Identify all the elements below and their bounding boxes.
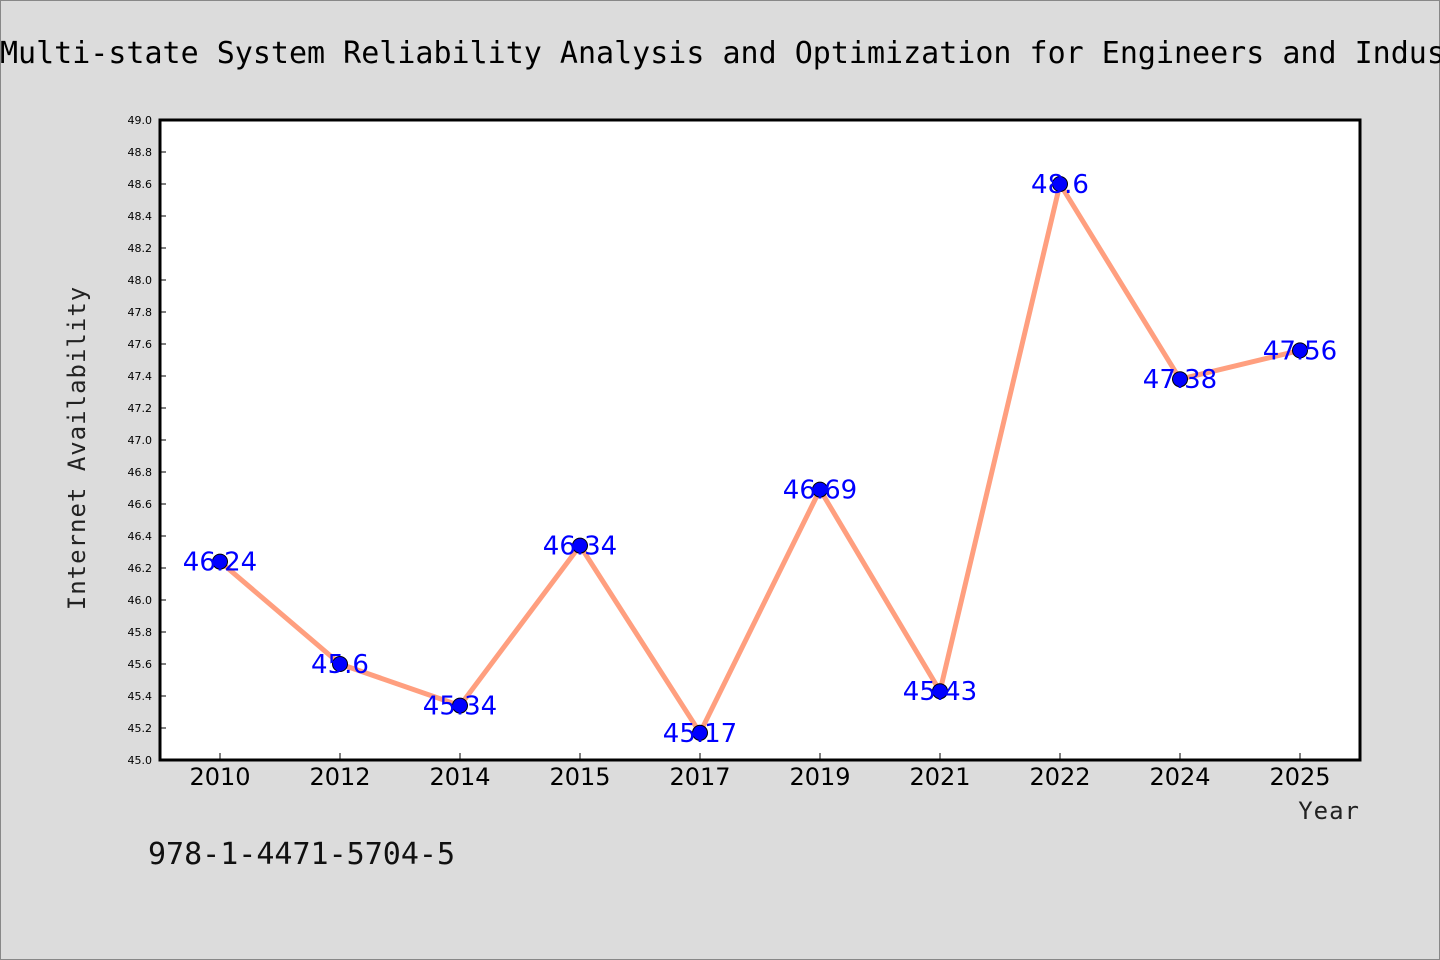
y-tick-label: 46.8 bbox=[128, 466, 153, 479]
x-tick-label: 2014 bbox=[429, 763, 490, 791]
x-tick-label: 2010 bbox=[189, 763, 250, 791]
data-label: 45.34 bbox=[423, 692, 497, 722]
data-point-marker bbox=[1292, 342, 1308, 359]
data-label: 46.24 bbox=[183, 548, 257, 578]
y-axis-ticks: 45.0 45.2 45.4 45.6 45.8 46.0 46.2 46.4 46.6 46.8… bbox=[128, 114, 166, 767]
x-tick-label: 2025 bbox=[1269, 763, 1330, 791]
y-tick-label: 48.2 bbox=[128, 242, 153, 255]
x-tick-label: 2015 bbox=[549, 763, 610, 791]
y-tick-label: 45.8 bbox=[128, 626, 153, 639]
y-tick-label: 48.0 bbox=[128, 274, 153, 287]
data-label: 46.34 bbox=[543, 532, 617, 562]
y-tick-label: 48.6 bbox=[128, 178, 153, 191]
y-tick-label: 46.2 bbox=[128, 562, 153, 575]
x-axis-label: Year bbox=[1298, 797, 1360, 825]
data-label: 45.17 bbox=[663, 719, 737, 749]
data-point-marker bbox=[1052, 176, 1068, 192]
data-label: 48.6 bbox=[1031, 170, 1089, 200]
data-point-marker bbox=[932, 683, 948, 700]
data-point-marker bbox=[452, 697, 468, 714]
y-tick-label: 46.4 bbox=[128, 530, 153, 543]
series-layer bbox=[212, 176, 1308, 741]
series-line bbox=[217, 181, 1303, 736]
plot-area bbox=[158, 118, 1362, 762]
y-tick-label: 47.2 bbox=[128, 402, 153, 415]
data-point-marker bbox=[332, 656, 348, 672]
data-point-marker bbox=[572, 537, 588, 554]
y-axis-label: Internet Availability bbox=[63, 286, 91, 610]
y-tick-label: 47.8 bbox=[128, 306, 153, 319]
y-tick-label: 45.2 bbox=[128, 722, 153, 735]
x-tick-label: 2022 bbox=[1029, 763, 1090, 791]
x-tick-label: 2021 bbox=[909, 763, 970, 791]
y-tick-label: 47.6 bbox=[128, 338, 153, 351]
data-label: 47.56 bbox=[1263, 336, 1337, 366]
y-tick-label: 45.4 bbox=[128, 690, 153, 703]
isbn-annotation: 978-1-4471-5704-5 bbox=[148, 837, 455, 872]
data-point-marker bbox=[812, 481, 828, 498]
y-tick-label: 47.0 bbox=[128, 434, 153, 447]
data-label: 47.38 bbox=[1143, 365, 1217, 395]
y-tick-label: 46.0 bbox=[128, 594, 153, 607]
x-tick-label: 2024 bbox=[1149, 763, 1210, 791]
y-tick-label: 47.4 bbox=[128, 370, 153, 383]
data-point-marker bbox=[212, 553, 228, 570]
data-label: 45.6 bbox=[311, 650, 369, 680]
data-point-marker bbox=[692, 724, 708, 741]
y-tick-label: 46.6 bbox=[128, 498, 153, 511]
y-tick-label: 48.4 bbox=[128, 210, 153, 223]
data-label: 45.43 bbox=[903, 677, 977, 707]
x-tick-label: 2019 bbox=[789, 763, 850, 791]
y-tick-label: 49.0 bbox=[128, 114, 153, 127]
x-tick-label: 2012 bbox=[309, 763, 370, 791]
y-tick-label: 45.0 bbox=[128, 754, 153, 767]
data-label: 46.69 bbox=[783, 476, 857, 506]
x-tick-label: 2017 bbox=[669, 763, 730, 791]
y-tick-label: 48.8 bbox=[128, 146, 153, 159]
y-tick-label: 45.6 bbox=[128, 658, 153, 671]
x-axis-ticks: 2010 2012 2014 2015 2017 2019 2021 2022 2024 2025 bbox=[189, 753, 1331, 791]
data-point-marker bbox=[1172, 371, 1188, 388]
chart-title: Multi-state System Reliability Analysis … bbox=[0, 36, 1440, 71]
data-labels: 46.24 45.6 45.34 46.34 45.17 46.69 45.43 48.6 47… bbox=[183, 170, 1337, 749]
